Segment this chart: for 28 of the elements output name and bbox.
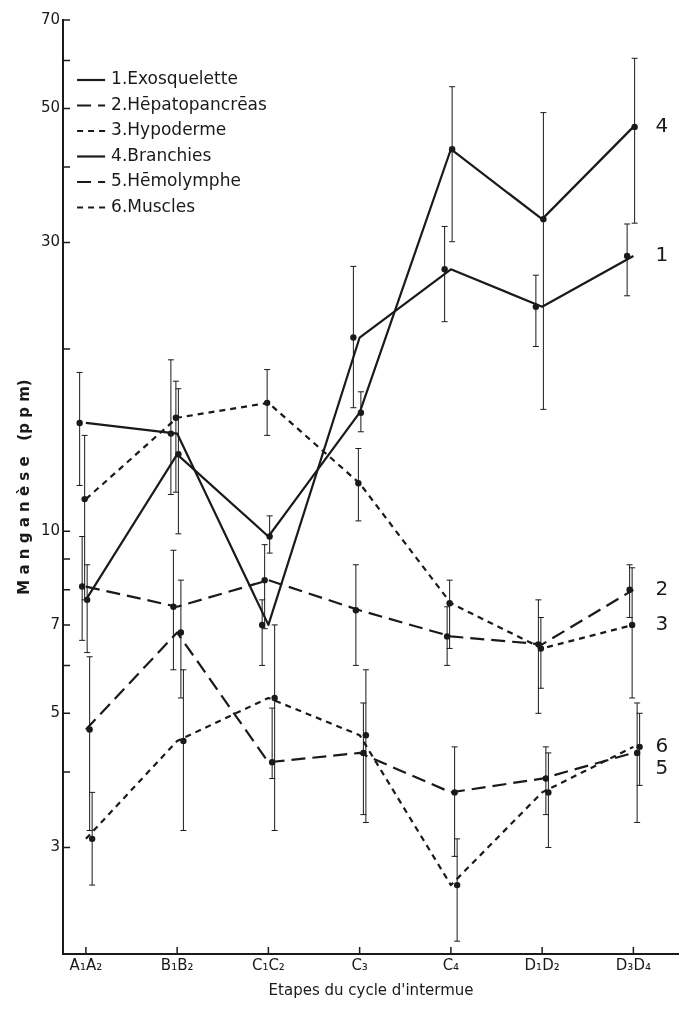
y-tick-label: 30 xyxy=(40,232,61,251)
legend-label: 4.Branchies xyxy=(111,144,212,165)
x-tick-label: C₄ xyxy=(442,955,460,974)
legend-label: 6.Muscles xyxy=(111,195,196,216)
y-axis-title: M a n g a n è s e (p p m) xyxy=(14,379,33,595)
x-tick-label: C₃ xyxy=(351,955,368,974)
annotation: 1 xyxy=(655,242,669,267)
legend-label: 5.Hēmolymphe xyxy=(111,170,241,191)
legend-label: 3.Hypoderme xyxy=(111,119,227,140)
x-tick-label: C₁C₂ xyxy=(251,955,285,974)
x-tick-label: A₁A₂ xyxy=(69,955,103,974)
x-tick-label: B₁B₂ xyxy=(160,955,194,974)
annotation: 6 xyxy=(655,733,669,758)
y-tick-label: 10 xyxy=(40,521,61,540)
y-tick-label: 50 xyxy=(40,98,61,117)
y-tick-label: 5 xyxy=(50,703,61,722)
annotation: 5 xyxy=(655,755,669,780)
annotation: 3 xyxy=(655,611,669,636)
x-tick-label: D₃D₄ xyxy=(615,955,651,974)
legend-label: 2.Hēpatopancrēas xyxy=(111,93,268,114)
x-axis-title: Etapes du cycle d'intermue xyxy=(268,980,474,999)
annotation: 4 xyxy=(655,113,669,138)
y-tick-label: 3 xyxy=(50,837,61,856)
y-tick-label: 7 xyxy=(50,614,61,633)
y-tick-label: 70 xyxy=(40,9,61,28)
legend-label: 1.Exosquelette xyxy=(111,68,238,89)
annotation: 2 xyxy=(655,576,669,601)
x-tick-label: D₁D₂ xyxy=(524,955,560,974)
